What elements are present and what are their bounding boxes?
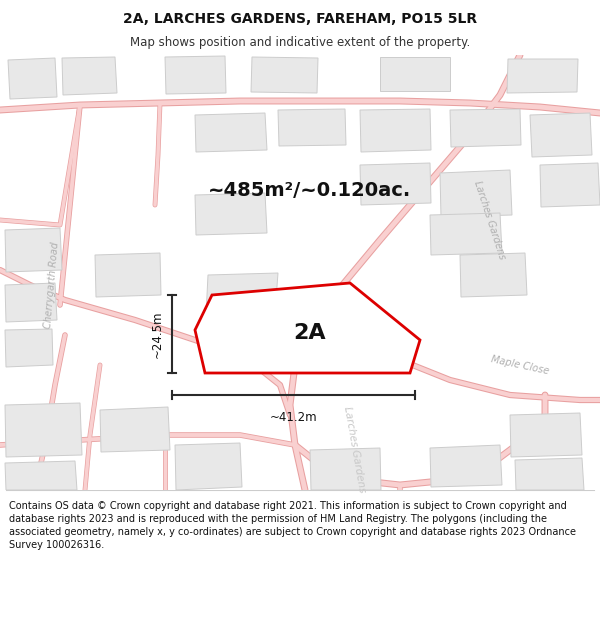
Polygon shape: [430, 445, 502, 487]
Text: ~41.2m: ~41.2m: [269, 411, 317, 424]
Polygon shape: [165, 56, 226, 94]
Polygon shape: [360, 163, 431, 205]
Text: ~24.5m: ~24.5m: [151, 310, 164, 358]
Polygon shape: [5, 329, 53, 367]
Polygon shape: [195, 283, 420, 373]
Polygon shape: [515, 458, 584, 490]
Polygon shape: [5, 461, 77, 490]
Polygon shape: [430, 213, 502, 255]
Polygon shape: [95, 253, 161, 297]
Polygon shape: [540, 163, 600, 207]
Text: Maple Close: Maple Close: [490, 354, 550, 376]
Text: Larches Gardens: Larches Gardens: [343, 406, 368, 494]
Text: Contains OS data © Crown copyright and database right 2021. This information is : Contains OS data © Crown copyright and d…: [9, 501, 576, 551]
Polygon shape: [460, 253, 527, 297]
Polygon shape: [278, 109, 346, 146]
Polygon shape: [507, 59, 578, 93]
Polygon shape: [360, 109, 431, 152]
Polygon shape: [206, 273, 278, 315]
Polygon shape: [62, 57, 117, 95]
Text: ~485m²/~0.120ac.: ~485m²/~0.120ac.: [208, 181, 412, 199]
Polygon shape: [5, 403, 82, 457]
Text: 2A: 2A: [293, 323, 326, 343]
Polygon shape: [450, 109, 521, 147]
Polygon shape: [195, 113, 267, 152]
Text: 2A, LARCHES GARDENS, FAREHAM, PO15 5LR: 2A, LARCHES GARDENS, FAREHAM, PO15 5LR: [123, 12, 477, 26]
Polygon shape: [175, 443, 242, 490]
Polygon shape: [251, 57, 318, 93]
Text: Map shows position and indicative extent of the property.: Map shows position and indicative extent…: [130, 36, 470, 49]
Text: Larches Gardens: Larches Gardens: [473, 179, 508, 261]
Polygon shape: [380, 57, 450, 91]
Polygon shape: [195, 193, 267, 235]
Polygon shape: [5, 283, 57, 322]
Polygon shape: [100, 407, 170, 452]
Polygon shape: [510, 413, 582, 457]
Text: Cherrygarth Road: Cherrygarth Road: [43, 241, 61, 329]
Polygon shape: [310, 448, 381, 490]
Polygon shape: [440, 170, 512, 217]
Polygon shape: [8, 58, 57, 99]
Polygon shape: [530, 113, 592, 157]
Polygon shape: [5, 228, 62, 272]
